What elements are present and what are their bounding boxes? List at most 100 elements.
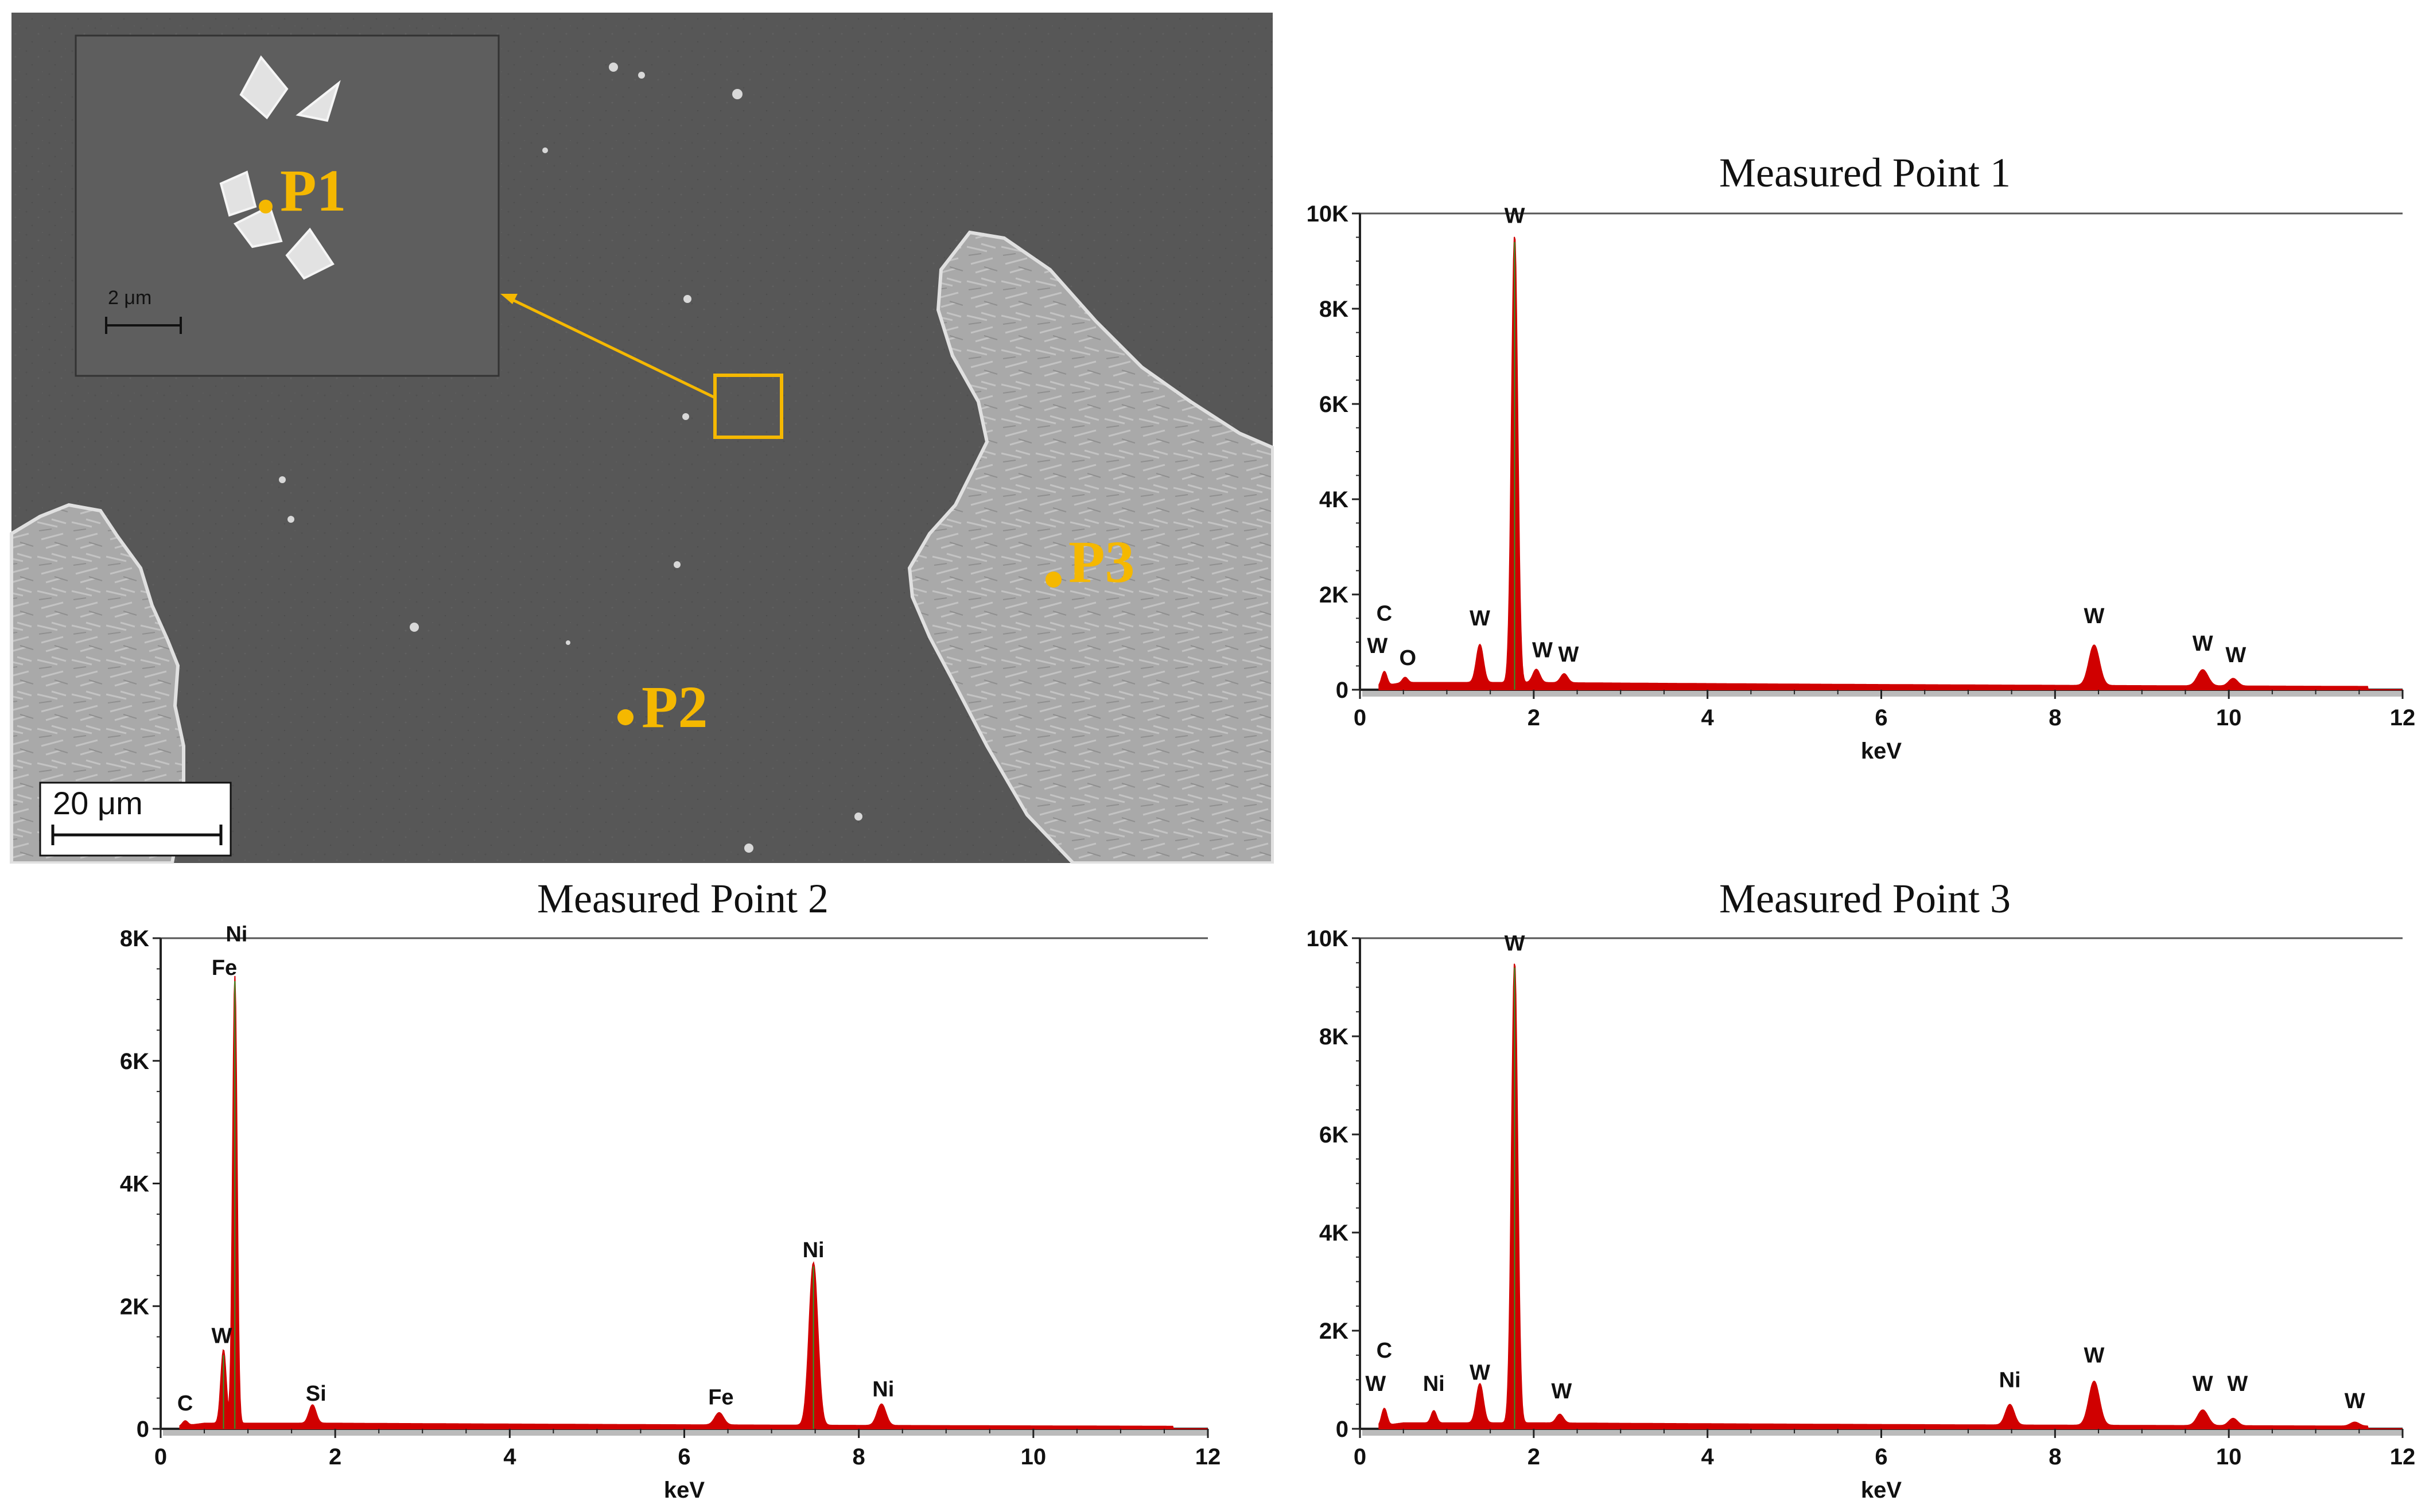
x-tick-label: 6 xyxy=(678,1444,690,1470)
y-tick-label: 8K xyxy=(120,926,149,951)
point-p3-marker xyxy=(1046,572,1062,588)
peak-element-label: Ni xyxy=(226,922,247,946)
x-tick-label: 12 xyxy=(1195,1444,1221,1470)
scale-bar xyxy=(39,782,232,857)
scale-bar-label: 20 μm xyxy=(53,785,143,821)
tungsten-grain-right xyxy=(907,230,1274,864)
y-tick-label: 4K xyxy=(1319,487,1348,512)
x-tick-label: 8 xyxy=(853,1444,865,1470)
x-tick-label: 0 xyxy=(1354,705,1366,730)
y-tick-label: 8K xyxy=(1319,1024,1348,1050)
peak-element-label: C xyxy=(1377,1339,1392,1363)
zoom-region-box xyxy=(713,374,783,439)
y-tick-label: 4K xyxy=(120,1172,149,1197)
x-tick-label: 8 xyxy=(2049,1444,2061,1470)
peak-element-label: W xyxy=(2345,1389,2365,1413)
spectrum-area xyxy=(1378,236,2403,690)
y-tick-label: 4K xyxy=(1319,1221,1348,1246)
x-tick-label: 2 xyxy=(1528,705,1540,730)
x-tick-label: 0 xyxy=(1354,1444,1366,1470)
peak-element-label: C xyxy=(177,1391,193,1416)
peak-element-label: O xyxy=(1399,646,1416,670)
zoom-arrow xyxy=(508,297,716,399)
chart-3-title: Measured Point 3 xyxy=(1719,876,2011,922)
x-axis-label: keV xyxy=(1861,1478,1902,1503)
peak-element-label: W xyxy=(2084,604,2105,628)
x-tick-label: 4 xyxy=(503,1444,516,1470)
x-axis-shadow xyxy=(1362,691,2403,697)
x-tick-label: 6 xyxy=(1875,705,1887,730)
peak-element-label: W xyxy=(1367,634,1387,658)
chart-panel-point-2: Measured Point 2 0 2K 4K 6K 8K 0 2 4 6 8 10 12 keV C W… xyxy=(80,869,1285,1509)
y-tick-label: 10K xyxy=(1307,926,1348,951)
x-tick-label: 0 xyxy=(154,1444,167,1470)
y-tick-label: 2K xyxy=(120,1294,149,1319)
x-axis-label: keV xyxy=(664,1478,705,1503)
x-axis-label: keV xyxy=(1861,738,1902,764)
peak-element-label: W xyxy=(2193,632,2213,656)
x-tick-label: 10 xyxy=(1021,1444,1047,1470)
peak-element-label: Ni xyxy=(1423,1372,1445,1396)
point-p1-label: P1 xyxy=(280,158,347,224)
x-tick-label: 10 xyxy=(2216,705,2242,730)
y-tick-label: 6K xyxy=(1319,1122,1348,1148)
point-p3-label: P3 xyxy=(1068,529,1135,595)
x-tick-label: 4 xyxy=(1701,705,1715,730)
x-tick-label: 2 xyxy=(329,1444,341,1470)
peak-element-label: Ni xyxy=(1999,1368,2021,1392)
eds-spectrum-point-2: 0 2K 4K 6K 8K 0 2 4 6 8 10 12 keV C W Fe Ni Si Fe Ni Ni xyxy=(120,922,1221,1503)
peak-element-label: W xyxy=(1532,639,1553,663)
x-axis-shadow xyxy=(1362,1430,2403,1436)
peak-element-label: W xyxy=(2084,1344,2105,1368)
x-tick-label: 8 xyxy=(2049,705,2061,730)
peak-element-label: W xyxy=(1470,607,1490,631)
chart-panel-point-1: Measured Point 1 0 2K 4K 6K 8K 10K 0 2 4 6 8 10 12 ke… xyxy=(1297,149,2433,786)
peak-element-label: Ni xyxy=(872,1377,894,1401)
peak-element-label: Ni xyxy=(803,1238,825,1262)
point-p1-marker xyxy=(259,200,273,213)
y-tick-label: 6K xyxy=(1319,392,1348,417)
point-p2-label: P2 xyxy=(642,674,708,740)
y-tick-label: 6K xyxy=(120,1049,149,1074)
peak-element-label: W xyxy=(1470,1361,1490,1385)
spectrum-area xyxy=(179,975,1208,1429)
point-p2-marker xyxy=(617,709,633,725)
y-tick-label: 2K xyxy=(1319,582,1348,608)
chart-2-title: Measured Point 2 xyxy=(537,876,829,922)
x-axis-shadow xyxy=(163,1430,1208,1436)
peak-element-label: C xyxy=(1377,602,1392,626)
peak-element-label: W xyxy=(1505,931,1525,955)
y-tick-label: 8K xyxy=(1319,297,1348,322)
sem-micrograph xyxy=(10,13,1274,864)
peak-element-label: W xyxy=(1365,1372,1386,1396)
x-tick-label: 4 xyxy=(1701,1444,1715,1470)
peak-element-label: W xyxy=(2227,1372,2248,1396)
chart-panel-point-3: Measured Point 3 0 2K 4K 6K 8K 10K 0 2 4 6 8 10 12 ke… xyxy=(1297,869,2433,1509)
y-tick-label: 0 xyxy=(137,1417,149,1442)
spectrum-area xyxy=(1378,963,2403,1429)
x-tick-label: 10 xyxy=(2216,1444,2242,1470)
sem-inset xyxy=(75,34,500,377)
x-tick-label: 6 xyxy=(1875,1444,1887,1470)
peak-element-label: W xyxy=(2193,1372,2213,1396)
x-tick-label: 12 xyxy=(2390,1444,2416,1470)
peak-element-label: W xyxy=(1558,643,1579,667)
y-tick-label: 10K xyxy=(1307,201,1348,227)
y-tick-label: 0 xyxy=(1336,678,1348,703)
peak-element-label: W xyxy=(1505,204,1525,228)
x-tick-label: 2 xyxy=(1528,1444,1540,1470)
peak-element-label: Fe xyxy=(212,956,237,980)
x-tick-label: 12 xyxy=(2390,705,2416,730)
y-tick-label: 0 xyxy=(1336,1417,1348,1442)
peak-element-label: Fe xyxy=(708,1385,733,1409)
peak-element-label: W xyxy=(2225,643,2246,667)
chart-1-title: Measured Point 1 xyxy=(1719,150,2011,196)
peak-element-label: W xyxy=(212,1324,232,1348)
inset-scale-label: 2 μm xyxy=(108,287,152,309)
peak-element-label: W xyxy=(1551,1379,1572,1404)
peak-element-label: Si xyxy=(306,1382,327,1406)
y-tick-label: 2K xyxy=(1319,1319,1348,1344)
sem-particles xyxy=(279,63,862,853)
